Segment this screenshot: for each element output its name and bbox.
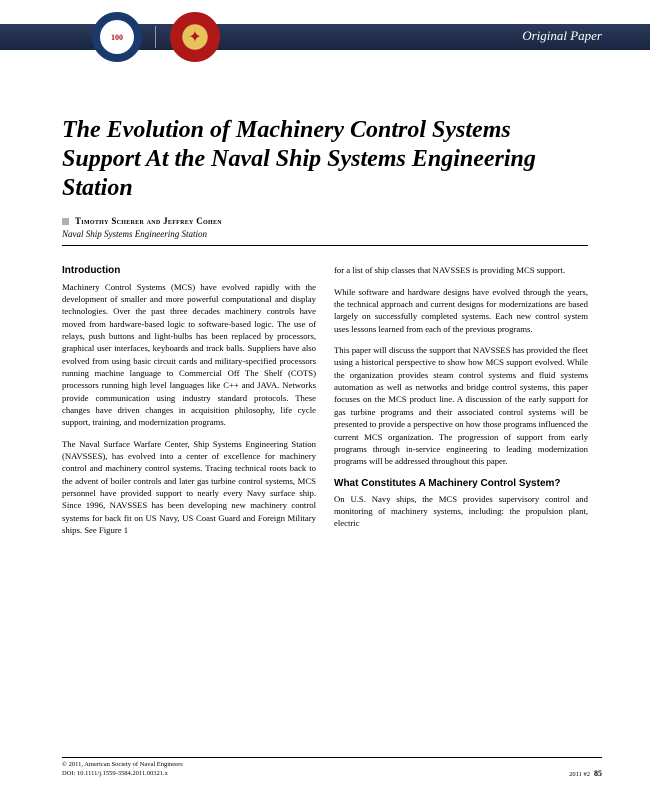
doi-text: DOI: 10.1111/j.1559-3584.2011.00321.x bbox=[62, 770, 183, 778]
paragraph: The Naval Surface Warfare Center, Ship S… bbox=[62, 438, 316, 537]
title-divider bbox=[62, 245, 588, 246]
column-right: for a list of ship classes that NAVSSES … bbox=[334, 264, 588, 545]
paragraph: On U.S. Navy ships, the MCS provides sup… bbox=[334, 493, 588, 530]
column-left: Introduction Machinery Control Systems (… bbox=[62, 264, 316, 545]
paragraph: This paper will discuss the support that… bbox=[334, 344, 588, 467]
header-banner: 100 ✦ Original Paper bbox=[0, 0, 650, 68]
page-footer: © 2011, American Society of Naval Engine… bbox=[62, 757, 602, 778]
badge-2-icon: ✦ bbox=[188, 27, 201, 47]
paper-type-label: Original Paper bbox=[522, 28, 602, 44]
org-badge-2: ✦ bbox=[170, 12, 220, 62]
author-names: Timothy Scherer and Jeffrey Cohen bbox=[75, 216, 222, 226]
paragraph: While software and hardware designs have… bbox=[334, 286, 588, 335]
footer-right: 2011 #2 85 bbox=[569, 761, 602, 778]
footer-left: © 2011, American Society of Naval Engine… bbox=[62, 761, 183, 778]
content-area: The Evolution of Machinery Control Syste… bbox=[0, 68, 650, 545]
page-number: 85 bbox=[594, 769, 602, 778]
paragraph: for a list of ship classes that NAVSSES … bbox=[334, 264, 588, 276]
badge-1-label: 100 bbox=[100, 20, 134, 54]
author-affiliation: Naval Ship Systems Engineering Station bbox=[62, 229, 588, 239]
issue-label: 2011 #2 bbox=[569, 771, 590, 778]
badge-divider bbox=[155, 26, 156, 48]
paragraph: Machinery Control Systems (MCS) have evo… bbox=[62, 281, 316, 429]
author-bullet-icon bbox=[62, 218, 69, 225]
section-heading-what: What Constitutes A Machinery Control Sys… bbox=[334, 477, 588, 491]
article-title: The Evolution of Machinery Control Syste… bbox=[62, 116, 588, 202]
org-badge-1: 100 bbox=[92, 12, 142, 62]
body-columns: Introduction Machinery Control Systems (… bbox=[62, 264, 588, 545]
section-heading-introduction: Introduction bbox=[62, 264, 316, 278]
copyright-text: © 2011, American Society of Naval Engine… bbox=[62, 761, 183, 769]
author-line: Timothy Scherer and Jeffrey Cohen bbox=[62, 216, 588, 226]
